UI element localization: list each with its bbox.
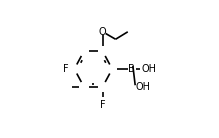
Text: OH: OH xyxy=(136,82,151,92)
Text: F: F xyxy=(63,64,68,74)
Text: O: O xyxy=(99,27,107,37)
Text: OH: OH xyxy=(141,64,156,74)
Text: B: B xyxy=(128,64,135,74)
Text: F: F xyxy=(100,100,106,110)
